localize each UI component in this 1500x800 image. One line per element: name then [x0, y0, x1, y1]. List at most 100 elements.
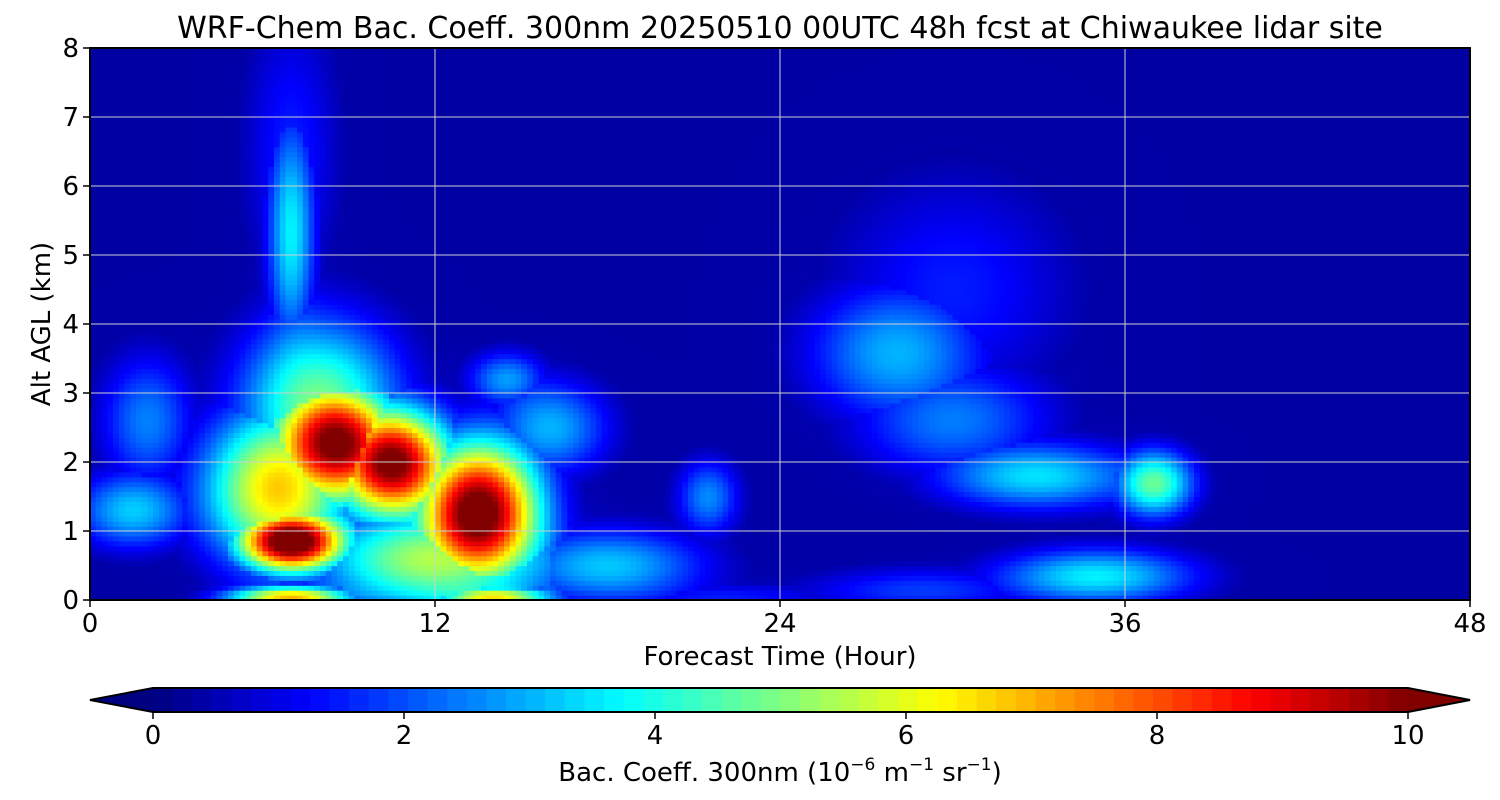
heatmap-cell [148, 497, 154, 503]
heatmap-cell [993, 590, 999, 596]
heatmap-cell [1154, 501, 1160, 507]
heatmap-cell [539, 575, 545, 581]
heatmap-cell [907, 570, 913, 576]
heatmap-cell [619, 541, 625, 547]
heatmap-cell [1022, 590, 1028, 596]
heatmap-cell [987, 501, 993, 507]
heatmap-cell [107, 551, 113, 557]
heatmap-cell [1016, 566, 1022, 572]
heatmap-cell [1292, 575, 1298, 581]
heatmap-cell [705, 521, 711, 527]
heatmap-cell [1016, 511, 1022, 517]
heatmap-cell [1073, 551, 1079, 557]
heatmap-cell [562, 580, 568, 586]
heatmap-cell [999, 501, 1005, 507]
heatmap-cell [648, 506, 654, 512]
heatmap-cell [182, 566, 188, 572]
heatmap-cell [366, 521, 372, 527]
heatmap-cell [1114, 561, 1120, 567]
heatmap-cell [217, 566, 223, 572]
heatmap-cell [912, 501, 918, 507]
heatmap-cell [579, 497, 585, 503]
heatmap-cell [999, 531, 1005, 537]
heatmap-cell [406, 521, 412, 527]
heatmap-cell [1378, 521, 1384, 527]
heatmap-cell [96, 585, 102, 591]
heatmap-cell [734, 497, 740, 503]
heatmap-cell [297, 551, 303, 557]
heatmap-cell [958, 501, 964, 507]
heatmap-cell [1418, 561, 1424, 567]
heatmap-cell [1252, 556, 1258, 562]
heatmap-cell [1223, 531, 1229, 537]
heatmap-cell [539, 585, 545, 591]
heatmap-cell [274, 497, 280, 503]
heatmap-cell [366, 541, 372, 547]
heatmap-cell [280, 566, 286, 572]
heatmap-cell [1275, 546, 1281, 552]
heatmap-cell [251, 566, 257, 572]
heatmap-cell [475, 561, 481, 567]
heatmap-cell [999, 551, 1005, 557]
heatmap-cell [320, 556, 326, 562]
heatmap-cell [107, 516, 113, 522]
heatmap-cell [343, 556, 349, 562]
heatmap-cell [780, 531, 786, 537]
heatmap-cell [481, 585, 487, 591]
heatmap-cell [1039, 521, 1045, 527]
heatmap-cell [251, 556, 257, 562]
heatmap-cell [1280, 521, 1286, 527]
heatmap-cell [1206, 551, 1212, 557]
heatmap-cell [234, 497, 240, 503]
heatmap-cell [608, 561, 614, 567]
heatmap-cell [1171, 501, 1177, 507]
heatmap-cell [286, 580, 292, 586]
heatmap-cell [268, 546, 274, 552]
heatmap-cell [792, 590, 798, 596]
heatmap-cell [458, 551, 464, 557]
heatmap-cell [217, 521, 223, 527]
heatmap-cell [1338, 531, 1344, 537]
heatmap-cell [107, 546, 113, 552]
heatmap-cell [1286, 521, 1292, 527]
heatmap-cell [585, 506, 591, 512]
heatmap-cell [211, 551, 217, 557]
heatmap-cell [694, 516, 700, 522]
heatmap-cell [1114, 541, 1120, 547]
heatmap-cell [349, 536, 355, 542]
heatmap-cell [510, 497, 516, 503]
heatmap-cell [1275, 566, 1281, 572]
heatmap-cell [251, 585, 257, 591]
heatmap-cell [809, 556, 815, 562]
heatmap-cell [579, 551, 585, 557]
heatmap-cell [142, 501, 148, 507]
heatmap-cell [234, 541, 240, 547]
heatmap-cell [199, 561, 205, 567]
heatmap-cell [677, 511, 683, 517]
heatmap-cell [780, 501, 786, 507]
heatmap-cell [1390, 551, 1396, 557]
heatmap-cell [435, 506, 441, 512]
heatmap-cell [458, 501, 464, 507]
heatmap-cell [1188, 561, 1194, 567]
heatmap-cell [1010, 521, 1016, 527]
heatmap-cell [475, 531, 481, 537]
heatmap-cell [1039, 561, 1045, 567]
heatmap-cell [608, 511, 614, 517]
heatmap-cell [395, 590, 401, 596]
heatmap-cell [596, 511, 602, 517]
heatmap-cell [567, 575, 573, 581]
heatmap-cell [1131, 506, 1137, 512]
heatmap-cell [222, 516, 228, 522]
heatmap-cell [1401, 580, 1407, 586]
heatmap-cell [654, 506, 660, 512]
heatmap-cell [780, 580, 786, 586]
heatmap-cell [251, 511, 257, 517]
heatmap-cell [1183, 501, 1189, 507]
heatmap-cell [1229, 590, 1235, 596]
heatmap-cell [746, 511, 752, 517]
heatmap-cell [245, 551, 251, 557]
heatmap-cell [470, 546, 476, 552]
heatmap-cell [976, 546, 982, 552]
heatmap-cell [608, 531, 614, 537]
